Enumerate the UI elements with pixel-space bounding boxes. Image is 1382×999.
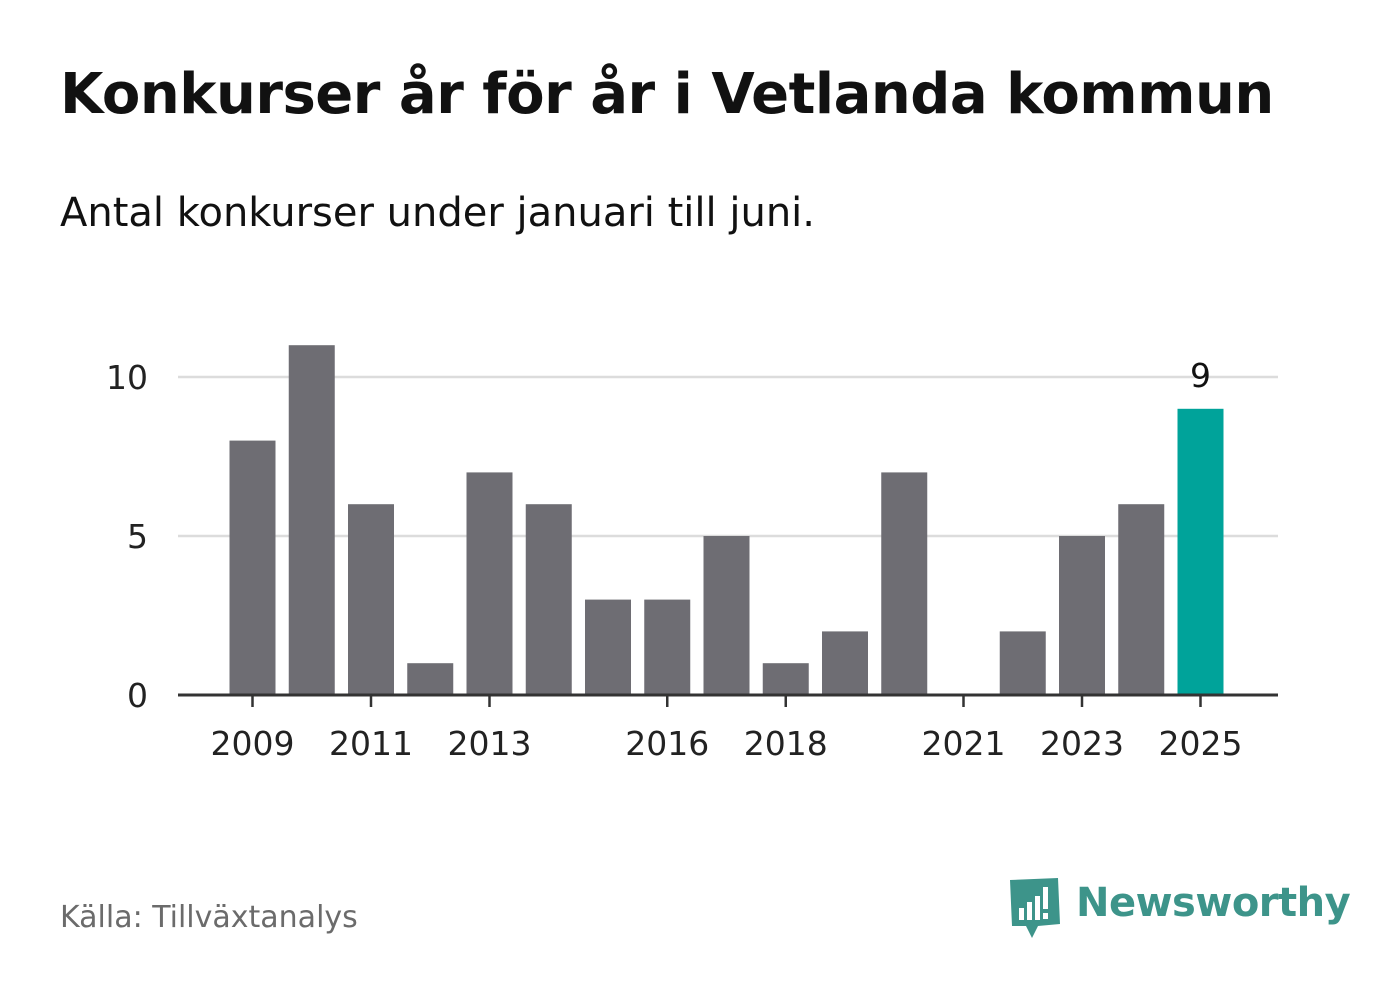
source-note: Källa: Tillväxtanalys (60, 900, 358, 935)
bar-2010 (288, 345, 335, 695)
x-axis (178, 693, 1278, 707)
x-tick-label: 2011 (329, 724, 413, 763)
brand-name: Newsworthy (1076, 880, 1351, 926)
bar-2015 (585, 599, 631, 695)
y-axis-tick-labels: 0 5 10 (106, 358, 148, 715)
chart-subtitle: Antal konkurser under januari till juni. (60, 190, 815, 236)
x-tick-label: 2021 (922, 724, 1006, 763)
bar-2017 (703, 536, 750, 695)
x-tick-label: 2023 (1040, 724, 1124, 763)
bar-2019 (822, 631, 868, 695)
y-tick-label: 5 (127, 517, 148, 556)
x-tick-label: 2025 (1159, 724, 1243, 763)
x-axis-tick-labels: 2009 2011 2013 2016 2018 2021 2023 2025 (211, 724, 1243, 763)
bar-2023 (1059, 536, 1105, 695)
bar-2012 (407, 663, 454, 695)
bar-2024 (1118, 504, 1165, 695)
bar-2022 (999, 631, 1046, 695)
gridlines (178, 375, 1278, 538)
bar-2014 (525, 504, 572, 695)
bar-2009 (229, 440, 276, 695)
bar-2020 (881, 472, 928, 695)
x-tick-label: 2013 (448, 724, 532, 763)
chart-title: Konkurser år för år i Vetlanda kommun (60, 62, 1274, 127)
data-labels: 9 (1190, 356, 1211, 395)
bar-chart-speech-bubble-icon (1010, 878, 1060, 938)
brand-logo: Newsworthy (1010, 878, 1351, 940)
x-tick-label: 2009 (211, 724, 295, 763)
bar-2016 (644, 599, 691, 695)
bars (229, 345, 1224, 695)
bar-2018 (762, 663, 809, 695)
bar-2013 (466, 472, 513, 695)
x-tick-label: 2018 (744, 724, 828, 763)
bar-2011 (348, 504, 394, 695)
bar-2025 (1177, 408, 1224, 695)
x-tick-label: 2016 (625, 724, 709, 763)
y-tick-label: 0 (127, 676, 148, 715)
y-tick-label: 10 (106, 358, 148, 397)
data-label: 9 (1190, 356, 1211, 395)
